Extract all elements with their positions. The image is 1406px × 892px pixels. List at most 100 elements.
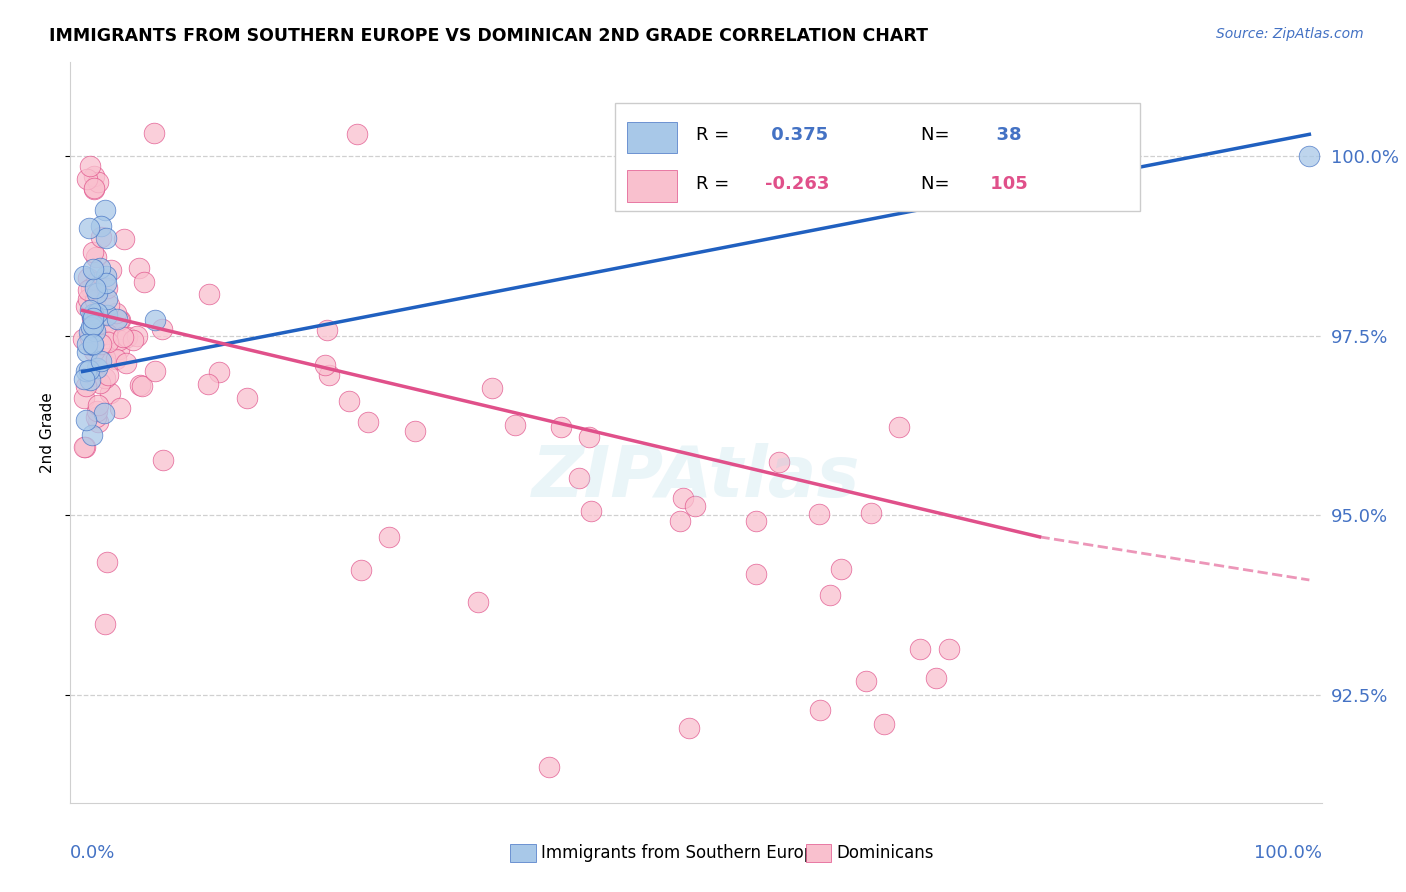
Point	[79, 373, 101, 387]
Point	[93, 203, 115, 218]
Point	[86, 285, 108, 300]
Point	[112, 232, 135, 246]
Point	[96, 555, 118, 569]
Point	[96, 276, 118, 290]
Text: N=: N=	[921, 175, 956, 193]
Point	[105, 306, 128, 320]
Point	[1298, 149, 1320, 163]
Point	[152, 452, 174, 467]
Point	[80, 310, 103, 325]
Point	[80, 428, 103, 442]
Point	[93, 351, 115, 366]
Bar	[627, 121, 678, 153]
Point	[96, 281, 118, 295]
Point	[337, 394, 360, 409]
Point	[87, 175, 110, 189]
Text: 0.0%: 0.0%	[70, 844, 115, 862]
Point	[82, 338, 104, 352]
Point	[96, 327, 118, 342]
Point	[75, 300, 97, 314]
Point	[83, 182, 105, 196]
Point	[83, 181, 105, 195]
Point	[481, 380, 503, 394]
Point	[76, 271, 98, 285]
Point	[125, 329, 148, 343]
Text: 105: 105	[984, 175, 1028, 193]
Point	[128, 261, 150, 276]
Point	[86, 306, 108, 320]
Y-axis label: 2nd Grade: 2nd Grade	[39, 392, 55, 473]
Point	[75, 379, 97, 393]
Point	[75, 364, 97, 378]
Point	[108, 312, 131, 326]
Point	[678, 722, 700, 736]
Point	[73, 392, 96, 406]
Point	[236, 391, 259, 405]
Point	[537, 760, 560, 774]
Point	[467, 595, 489, 609]
Point	[84, 275, 107, 289]
Point	[503, 418, 526, 433]
Text: R =: R =	[696, 126, 735, 144]
Point	[82, 307, 104, 321]
Point	[94, 616, 117, 631]
Text: 100.0%: 100.0%	[1254, 844, 1322, 862]
Point	[82, 318, 104, 332]
Point	[93, 406, 115, 420]
Point	[108, 342, 131, 356]
Point	[90, 229, 112, 244]
Point	[830, 562, 852, 576]
Point	[808, 703, 831, 717]
Point	[768, 455, 790, 469]
Point	[908, 642, 931, 657]
Text: Dominicans: Dominicans	[837, 844, 934, 862]
Point	[82, 245, 104, 260]
Text: ZIPAtlas: ZIPAtlas	[531, 442, 860, 511]
Point	[685, 499, 707, 513]
Point	[97, 335, 120, 350]
Point	[346, 127, 368, 141]
Point	[89, 261, 111, 276]
Text: IMMIGRANTS FROM SOUTHERN EUROPE VS DOMINICAN 2ND GRADE CORRELATION CHART: IMMIGRANTS FROM SOUTHERN EUROPE VS DOMIN…	[49, 27, 928, 45]
Point	[82, 310, 104, 325]
Point	[83, 344, 105, 359]
Point	[90, 354, 112, 368]
Point	[107, 333, 129, 347]
Text: R =: R =	[696, 175, 735, 193]
Point	[79, 159, 101, 173]
Point	[80, 281, 103, 295]
Point	[115, 329, 138, 343]
Point	[77, 293, 100, 307]
Point	[94, 371, 117, 385]
Point	[90, 336, 112, 351]
Point	[89, 376, 111, 390]
Point	[100, 262, 122, 277]
Point	[80, 319, 103, 334]
Point	[96, 314, 118, 328]
Point	[75, 413, 97, 427]
Point	[86, 403, 108, 417]
Point	[104, 352, 127, 367]
Point	[925, 671, 948, 685]
Point	[197, 376, 219, 391]
Point	[107, 312, 129, 326]
Text: 0.375: 0.375	[765, 126, 828, 144]
Text: 38: 38	[984, 126, 1021, 144]
Point	[87, 415, 110, 429]
Point	[79, 303, 101, 318]
Point	[76, 337, 98, 351]
Point	[83, 324, 105, 338]
Point	[818, 588, 841, 602]
Point	[873, 717, 896, 731]
Point	[129, 378, 152, 392]
Point	[76, 172, 98, 186]
Point	[86, 360, 108, 375]
Point	[84, 368, 107, 383]
Point	[107, 313, 129, 327]
Point	[84, 409, 107, 424]
Point	[208, 365, 231, 379]
Point	[568, 471, 591, 485]
Text: -0.263: -0.263	[765, 175, 830, 193]
Point	[79, 330, 101, 344]
Point	[75, 440, 97, 454]
